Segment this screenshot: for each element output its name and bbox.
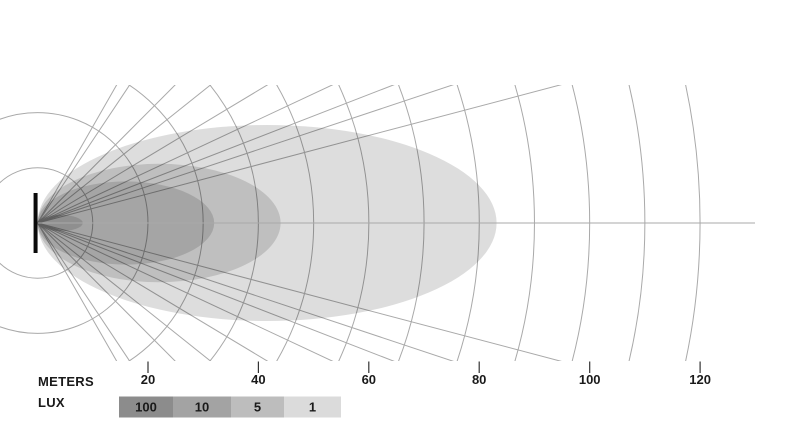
svg-text:100: 100: [135, 400, 157, 415]
svg-text:60: 60: [362, 372, 376, 387]
svg-text:LUX: LUX: [38, 395, 65, 410]
svg-text:100: 100: [579, 372, 601, 387]
svg-text:1: 1: [309, 400, 316, 415]
svg-text:METERS: METERS: [38, 374, 94, 389]
svg-text:40: 40: [251, 372, 265, 387]
svg-text:120: 120: [689, 372, 711, 387]
svg-text:80: 80: [472, 372, 486, 387]
svg-text:20: 20: [141, 372, 155, 387]
svg-text:5: 5: [254, 400, 261, 415]
svg-text:10: 10: [195, 400, 209, 415]
